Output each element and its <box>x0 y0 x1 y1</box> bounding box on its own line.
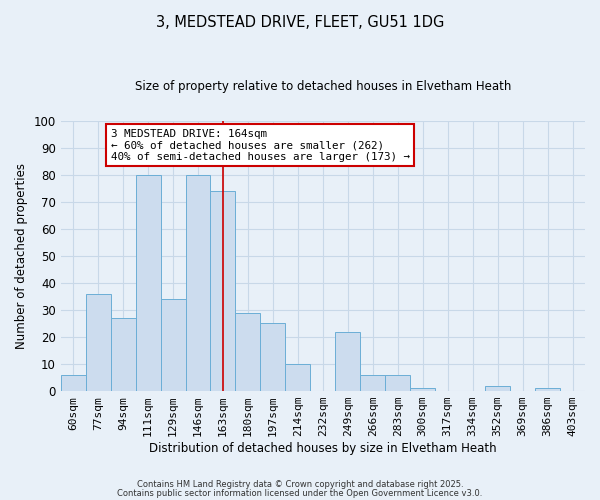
Bar <box>286 364 310 391</box>
Text: Contains public sector information licensed under the Open Government Licence v3: Contains public sector information licen… <box>118 490 482 498</box>
Bar <box>335 332 360 391</box>
Bar <box>360 375 385 391</box>
Text: Contains HM Land Registry data © Crown copyright and database right 2025.: Contains HM Land Registry data © Crown c… <box>137 480 463 489</box>
Text: 3 MEDSTEAD DRIVE: 164sqm
← 60% of detached houses are smaller (262)
40% of semi-: 3 MEDSTEAD DRIVE: 164sqm ← 60% of detach… <box>110 128 410 162</box>
Bar <box>136 174 161 391</box>
X-axis label: Distribution of detached houses by size in Elvetham Heath: Distribution of detached houses by size … <box>149 442 497 455</box>
Bar <box>235 312 260 391</box>
Bar <box>110 318 136 391</box>
Text: 3, MEDSTEAD DRIVE, FLEET, GU51 1DG: 3, MEDSTEAD DRIVE, FLEET, GU51 1DG <box>156 15 444 30</box>
Bar <box>86 294 110 391</box>
Bar <box>485 386 510 391</box>
Bar <box>211 191 235 391</box>
Bar <box>410 388 435 391</box>
Bar <box>185 174 211 391</box>
Bar <box>260 324 286 391</box>
Y-axis label: Number of detached properties: Number of detached properties <box>15 163 28 349</box>
Bar <box>385 375 410 391</box>
Bar <box>161 299 185 391</box>
Bar <box>61 375 86 391</box>
Title: Size of property relative to detached houses in Elvetham Heath: Size of property relative to detached ho… <box>134 80 511 93</box>
Bar <box>535 388 560 391</box>
